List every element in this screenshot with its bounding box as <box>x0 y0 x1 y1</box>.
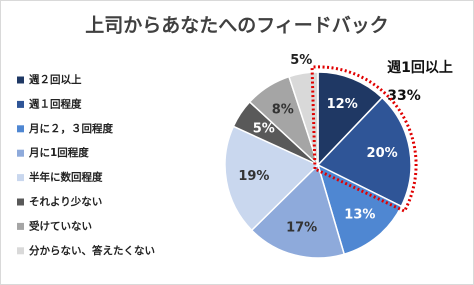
legend-swatch <box>17 222 24 230</box>
legend-swatch <box>17 247 24 255</box>
legend-swatch <box>17 198 24 206</box>
annotation: 週1回以上 <box>387 60 453 76</box>
data-label: 19% <box>238 169 269 184</box>
legend-label: 半年に数回程度 <box>29 171 103 184</box>
legend-label: 分からない、答えたくない <box>29 244 155 257</box>
data-label: 12% <box>327 97 358 112</box>
legend-swatch <box>17 149 24 157</box>
pie-slice <box>316 96 412 208</box>
pie-slice <box>288 71 319 166</box>
legend-swatch <box>17 100 24 108</box>
data-label: 5% <box>253 121 275 136</box>
pie-slice <box>224 125 320 232</box>
legend-label: 週２回以上 <box>29 73 82 86</box>
chart-title: 上司からあなたへのフィードバック <box>85 15 389 37</box>
legend-label: 受けていない <box>29 219 92 232</box>
pie-slice <box>250 163 346 259</box>
pie-slice <box>317 71 384 167</box>
annotation: 33% <box>387 88 421 104</box>
legend-label: 月に1回程度 <box>28 146 89 159</box>
legend-label: 月に２，３回程度 <box>28 122 113 135</box>
highlight-outline <box>310 65 418 214</box>
legend-swatch <box>17 76 24 84</box>
legend-label: それより少ない <box>29 195 102 208</box>
data-label: 5% <box>290 53 312 68</box>
data-label: 13% <box>344 207 375 222</box>
legend-swatch <box>17 174 24 182</box>
legend-label: 週１回程度 <box>29 97 82 110</box>
legend-swatch <box>17 125 24 133</box>
data-label: 17% <box>286 221 317 236</box>
data-label: 8% <box>272 103 294 118</box>
data-label: 20% <box>367 146 398 161</box>
